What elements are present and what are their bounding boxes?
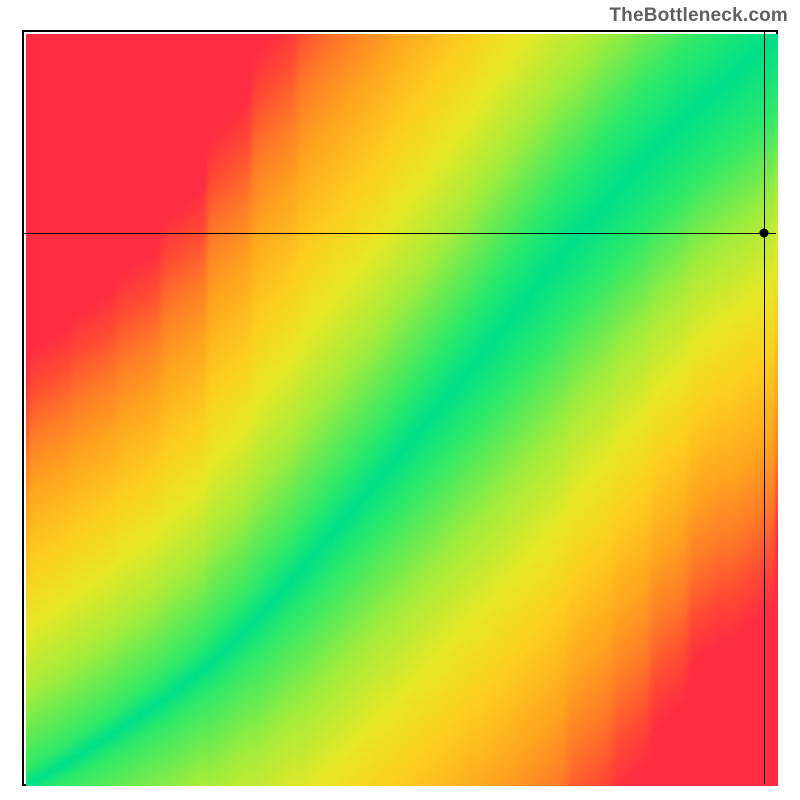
- crosshair-vertical: [764, 32, 765, 784]
- crosshair-horizontal: [24, 233, 776, 234]
- watermark-text: TheBottleneck.com: [609, 5, 788, 27]
- plot-frame: [22, 30, 778, 786]
- marker-dot: [760, 229, 769, 238]
- heatmap-canvas: [26, 34, 778, 786]
- chart-container: TheBottleneck.com: [0, 0, 800, 800]
